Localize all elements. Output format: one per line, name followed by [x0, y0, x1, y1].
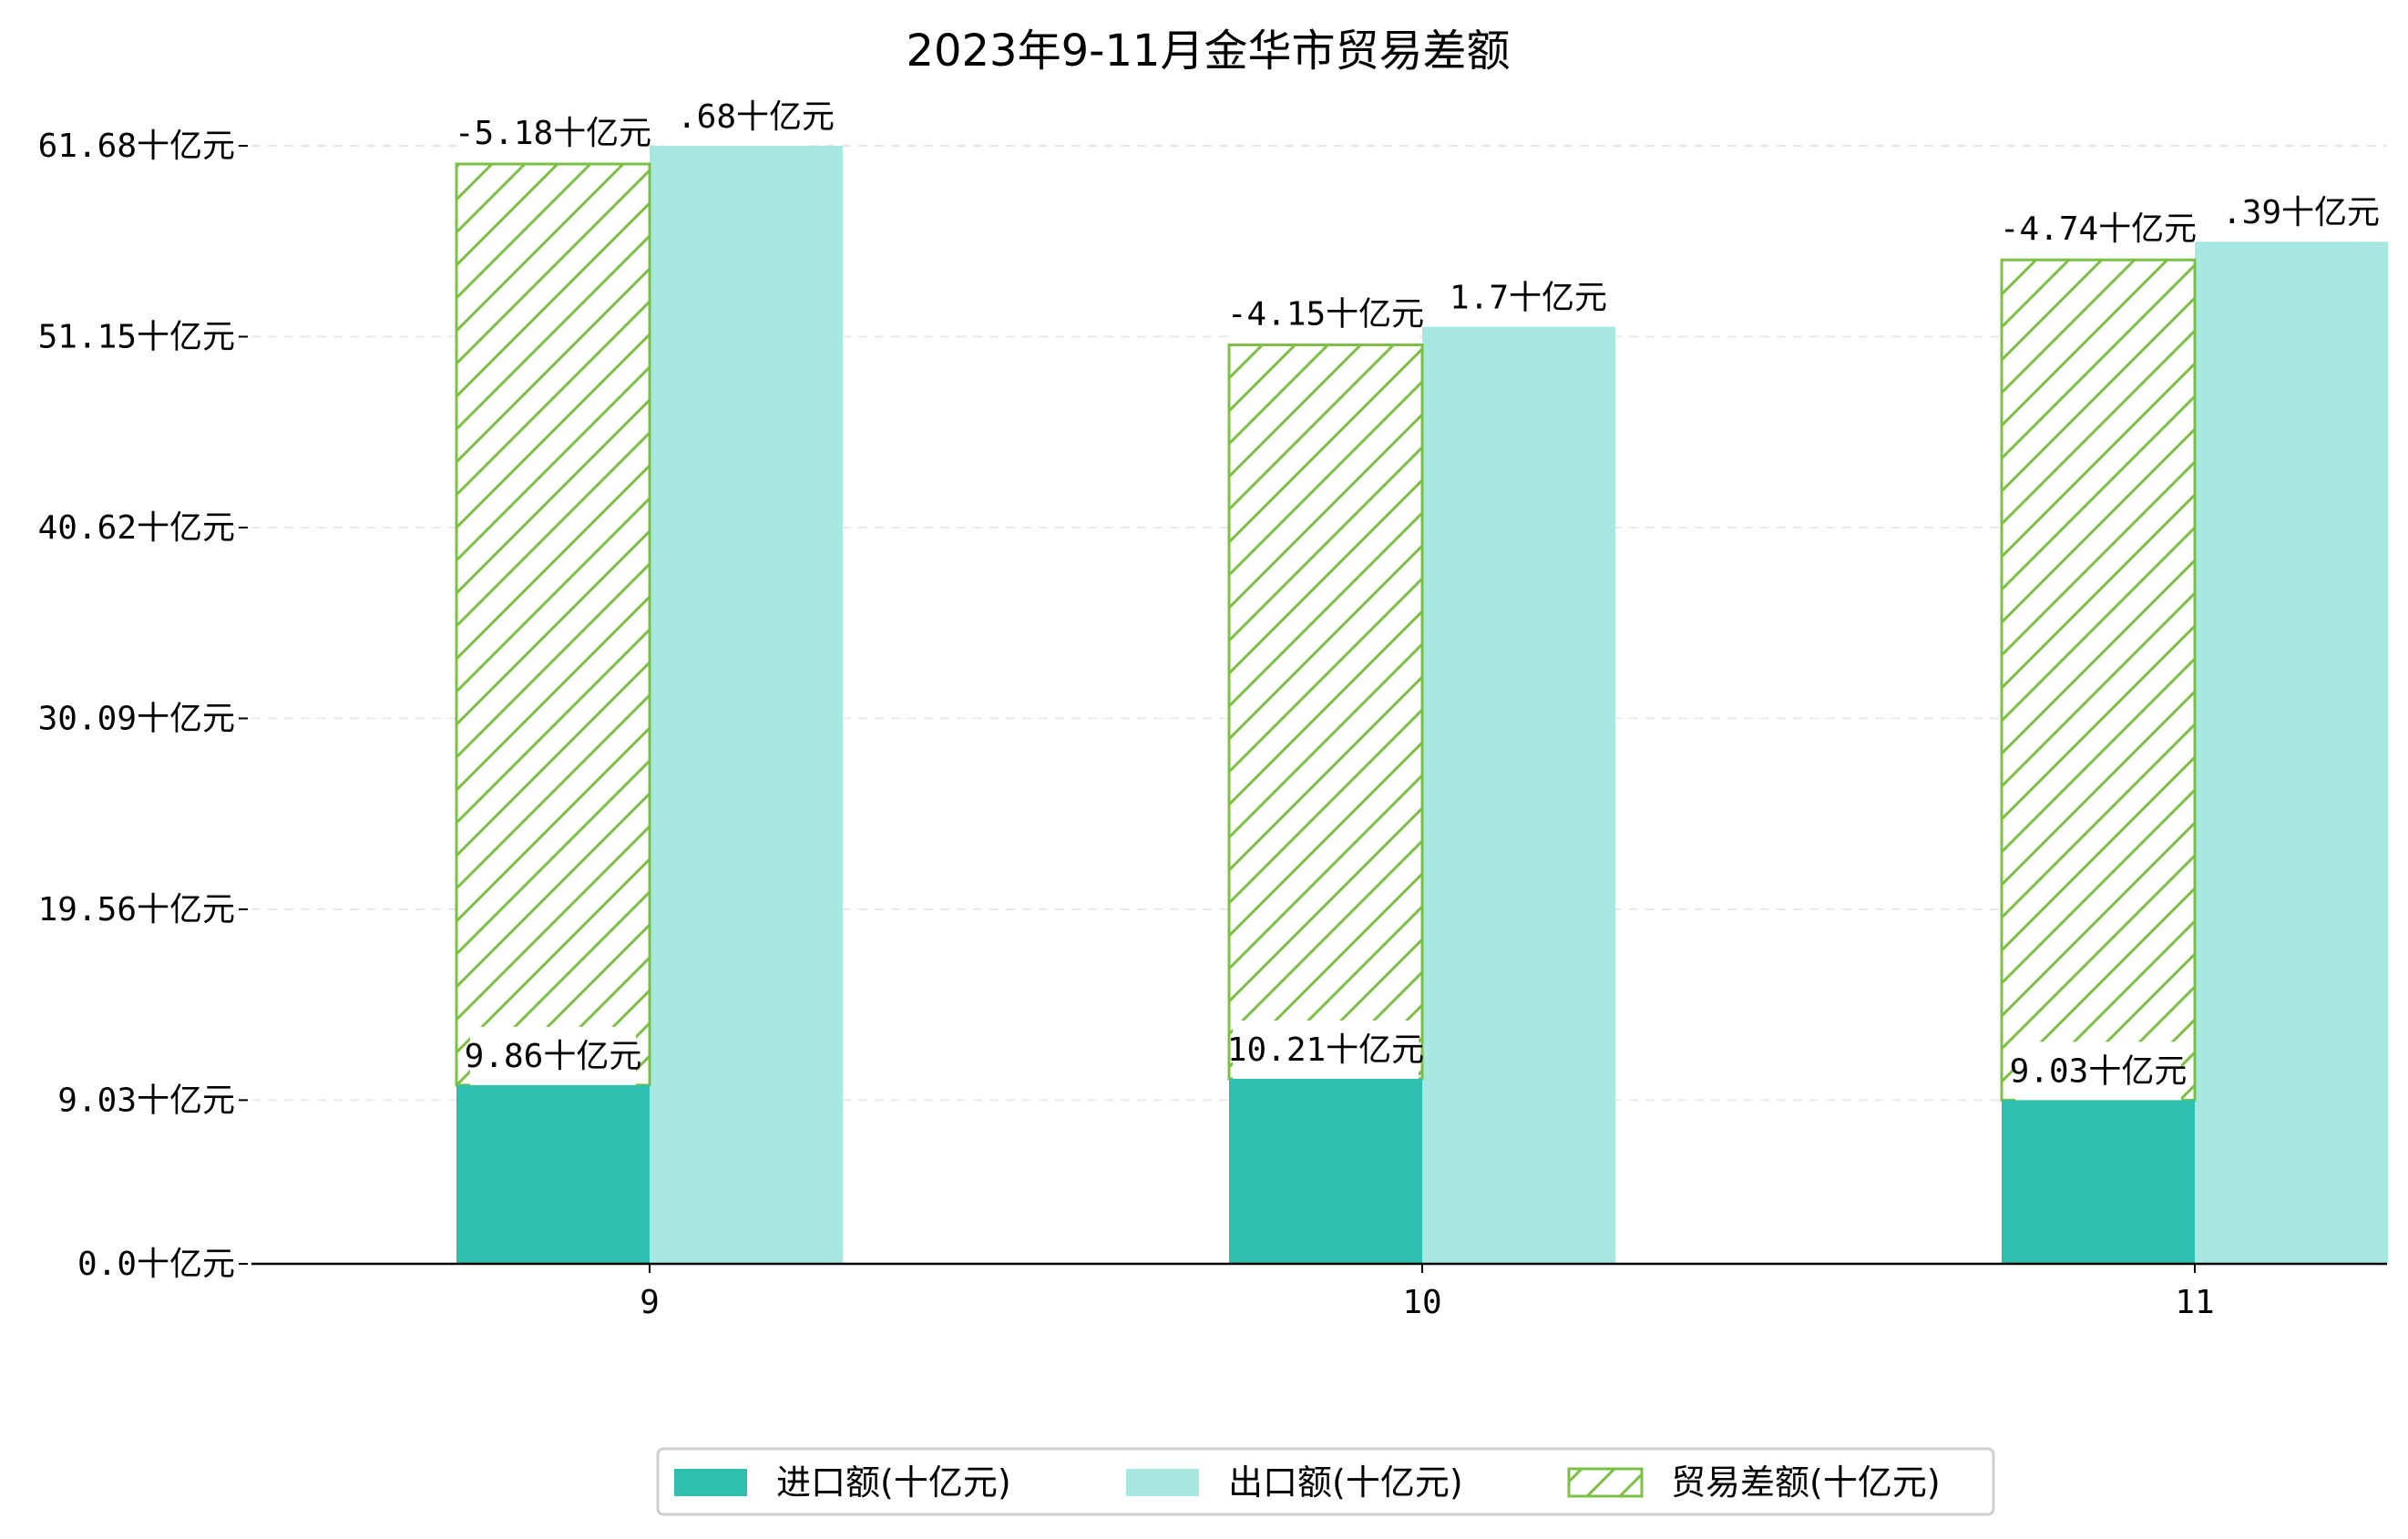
import-value-label: 9.03十亿元: [2010, 1052, 2188, 1090]
bars-layer: [455, 146, 2388, 1265]
trade-balance-value-label: -4.15十亿元: [1227, 296, 1424, 333]
export-value-label-bg: [2209, 183, 2355, 242]
trade-balance-bar: [2000, 258, 2197, 1102]
import-value-label: 9.86十亿元: [465, 1038, 642, 1075]
y-tick-label: 0.0十亿元: [77, 1246, 235, 1283]
trade-balance-bar: [1227, 344, 1424, 1081]
trade-balance-value-label-bg: [460, 104, 646, 162]
legend-swatch: [1567, 1467, 1644, 1498]
export-value-label-group: .68十亿元: [664, 87, 835, 146]
import-value-label-bg: [470, 1026, 636, 1085]
export-value-label-group: 1.7十亿元: [1437, 268, 1607, 327]
import-value-label-group: 10.21十亿元: [1227, 1020, 1424, 1079]
import-value-label-bg: [1233, 1020, 1419, 1079]
legend-label: 贸易差额(十亿元): [1671, 1462, 1941, 1503]
x-tick-label: 11: [2175, 1284, 2214, 1321]
y-tick-label: 30.09十亿元: [38, 700, 235, 737]
export-bar: [2195, 241, 2388, 1265]
data-labels-layer: 9.86十亿元 -5.18十亿元 .68十亿元 10.21十亿元 -4.15十亿元 1.7…: [455, 87, 2380, 1101]
legend-swatch: [674, 1469, 747, 1496]
import-value-label-group: 9.03十亿元: [2010, 1041, 2188, 1101]
trade-balance-value-label-bg: [1233, 284, 1419, 344]
axes-layer: 0.0十亿元 9.03十亿元 19.56十亿元 30.09十亿元 40.62十亿元 51.…: [38, 128, 2387, 1321]
export-value-label: .68十亿元: [677, 98, 835, 136]
legend-label: 进口额(十亿元): [776, 1462, 1011, 1503]
export-value-label: 1.7十亿元: [1450, 280, 1607, 317]
y-tick-label: 40.62十亿元: [38, 509, 235, 547]
chart-title: 2023年9-11月金华市贸易差额: [906, 26, 1510, 77]
export-value-label-group: .39十亿元: [2209, 183, 2380, 242]
import-value-label-group: 9.86十亿元: [465, 1026, 642, 1085]
export-bar: [1422, 326, 1615, 1264]
trade-balance-value-label: -4.74十亿元: [2000, 210, 2197, 248]
y-tick-label: 61.68十亿元: [38, 128, 235, 165]
y-tick-label: 19.56十亿元: [38, 891, 235, 929]
export-bar: [650, 146, 843, 1264]
legend-frame: [656, 1447, 1995, 1516]
legend-swatch: [1126, 1469, 1199, 1496]
import-bar: [1229, 1078, 1422, 1264]
trade-balance-bar: [455, 162, 651, 1087]
trade-balance-value-label-group: -4.74十亿元: [2000, 200, 2197, 259]
trade-balance-value-label-group: -4.15十亿元: [1227, 284, 1424, 344]
trade-balance-value-label-group: -5.18十亿元: [455, 104, 651, 162]
x-tick-label: 9: [640, 1284, 660, 1321]
import-bar: [456, 1084, 650, 1264]
export-value-label: .39十亿元: [2222, 194, 2380, 231]
y-tick-label: 51.15十亿元: [38, 318, 235, 355]
legend: 进口额(十亿元) 出口额(十亿元) 贸易差额(十亿元): [656, 1447, 1995, 1516]
trade-balance-value-label: -5.18十亿元: [455, 115, 651, 152]
y-tick-label: 9.03十亿元: [57, 1082, 235, 1119]
import-value-label: 10.21十亿元: [1227, 1031, 1424, 1069]
trade-balance-value-label-bg: [2005, 200, 2191, 259]
import-value-label-bg: [2015, 1041, 2181, 1101]
export-value-label-bg: [1437, 268, 1583, 327]
legend-label: 出口额(十亿元): [1228, 1462, 1463, 1503]
x-tick-label: 10: [1402, 1284, 1441, 1321]
import-bar: [2002, 1100, 2195, 1264]
export-value-label-bg: [664, 87, 810, 146]
